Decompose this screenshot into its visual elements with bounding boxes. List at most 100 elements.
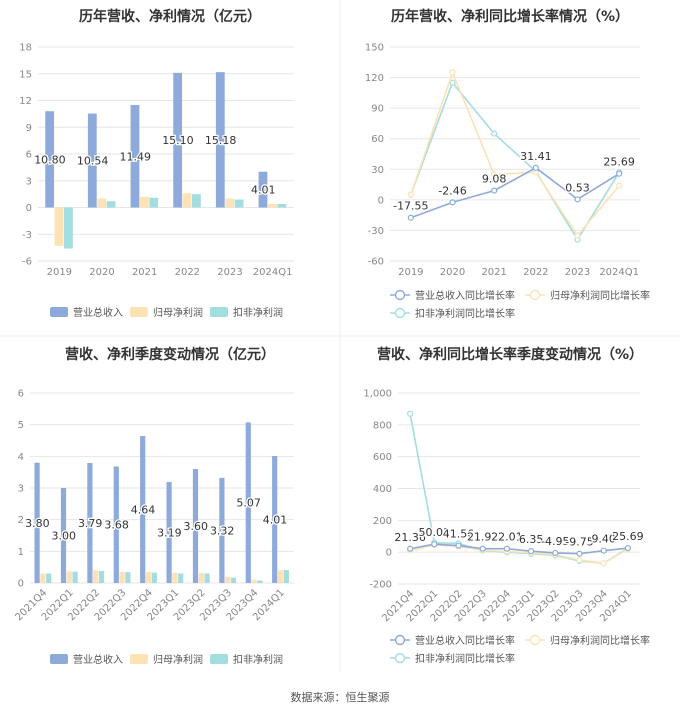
bar — [45, 111, 55, 208]
quarterly-growth-rate-chart: 营收、净利同比增长率季度变动情况（%） -200 0 200 400 600 800 1,00… — [363, 346, 650, 665]
data-label: 15.18 — [205, 134, 237, 147]
data-point — [616, 182, 623, 189]
bar — [230, 577, 237, 583]
legend-item: 营业总收入 — [50, 306, 123, 319]
y-tick-label: 2 — [18, 515, 24, 526]
y-tick-label: 400 — [373, 484, 392, 495]
data-point — [455, 542, 462, 549]
y-tick-label: -200 — [369, 580, 392, 591]
legend-marker — [529, 289, 541, 301]
bar — [106, 201, 116, 208]
y-tick-label: 0 — [26, 203, 32, 214]
data-label: 0.53 — [565, 181, 590, 194]
y-tick-label: 30 — [371, 165, 384, 176]
data-point — [491, 187, 498, 194]
x-tick-label: 2023 — [217, 267, 242, 278]
bar — [215, 72, 225, 208]
series-line — [409, 543, 628, 555]
y-tick-label: 0 — [378, 195, 384, 206]
data-label: 15.10 — [162, 134, 194, 147]
data-label: 25.69 — [603, 156, 635, 169]
y-tick-label: -60 — [368, 257, 384, 268]
data-point — [491, 130, 498, 137]
x-tick-label: 2020 — [89, 267, 114, 278]
legend-marker — [394, 634, 406, 646]
bar — [40, 573, 46, 583]
data-label: 3.79 — [78, 517, 103, 530]
series-line — [410, 81, 620, 242]
y-tick-label: 9 — [26, 123, 32, 134]
x-tick-label: 2022 — [175, 267, 200, 278]
data-label: -9.75 — [565, 536, 593, 549]
bar — [192, 469, 199, 583]
series-line — [410, 70, 620, 237]
chart-title: 营收、净利同比增长率季度变动情况（%） — [377, 346, 643, 363]
data-label: -17.55 — [393, 200, 428, 213]
data-point — [407, 214, 414, 221]
x-tick-label: 2021 — [132, 267, 157, 278]
series-line — [410, 166, 620, 219]
legend-label: 扣非净利润 — [233, 306, 283, 319]
legend-swatch — [130, 307, 148, 317]
bar — [245, 422, 251, 583]
bar — [277, 570, 284, 583]
bar — [283, 570, 289, 583]
bar — [258, 171, 268, 208]
bar — [113, 466, 119, 583]
data-point — [406, 545, 414, 552]
y-tick-label: 3 — [26, 176, 32, 187]
data-point — [574, 196, 581, 203]
legend-item: 扣非净利润 — [210, 653, 283, 666]
data-label: 21.92 — [467, 531, 499, 544]
bar — [173, 72, 183, 208]
bar — [46, 573, 52, 583]
y-tick-label: 600 — [373, 452, 392, 463]
data-label: 9.08 — [482, 173, 507, 186]
data-point — [406, 410, 414, 417]
y-tick-label: 15 — [19, 69, 32, 80]
data-label: 3.00 — [52, 530, 77, 543]
bar — [54, 207, 64, 246]
data-label: 10.54 — [77, 155, 109, 168]
legend-swatch — [50, 654, 68, 664]
bar — [272, 456, 278, 583]
bar — [225, 198, 235, 208]
data-label: 4.01 — [251, 184, 276, 197]
data-label: 21.36 — [394, 531, 426, 544]
data-point — [491, 171, 498, 178]
data-point — [503, 545, 510, 552]
data-source-note: 数据来源：恒生聚源 — [290, 691, 390, 704]
bar — [172, 572, 178, 583]
bar — [234, 199, 244, 208]
bar — [140, 436, 146, 583]
y-tick-label: 150 — [365, 43, 384, 54]
bar — [93, 570, 99, 583]
data-label: 5.07 — [236, 497, 261, 510]
bar — [139, 196, 149, 208]
y-tick-label: 90 — [371, 104, 384, 115]
bar — [277, 203, 287, 208]
legend-swatch — [210, 307, 228, 317]
chart-title: 营收、净利季度变动情况（亿元） — [65, 346, 275, 363]
y-tick-label: 1,000 — [363, 389, 392, 400]
data-label: 3.32 — [210, 524, 235, 537]
y-tick-label: 60 — [371, 134, 384, 145]
data-point — [532, 164, 539, 171]
bar — [98, 570, 105, 583]
y-tick-label: 1 — [18, 547, 24, 558]
data-point — [576, 557, 583, 564]
data-point — [576, 550, 583, 557]
bar — [257, 580, 263, 583]
x-tick-label: 2022 — [523, 267, 548, 278]
data-label: 41.56 — [443, 528, 475, 541]
y-tick-label: -3 — [22, 230, 32, 241]
legend-marker — [394, 652, 406, 664]
data-point — [600, 560, 607, 567]
y-tick-label: 3 — [18, 484, 24, 495]
y-tick-label: -6 — [22, 257, 32, 268]
data-label: 11.49 — [120, 150, 152, 163]
data-label: 6.35 — [519, 533, 544, 546]
chart-title: 历年营收、净利同比增长率情况（%） — [391, 8, 629, 25]
data-point — [449, 199, 456, 206]
data-label: 31.41 — [520, 150, 552, 163]
